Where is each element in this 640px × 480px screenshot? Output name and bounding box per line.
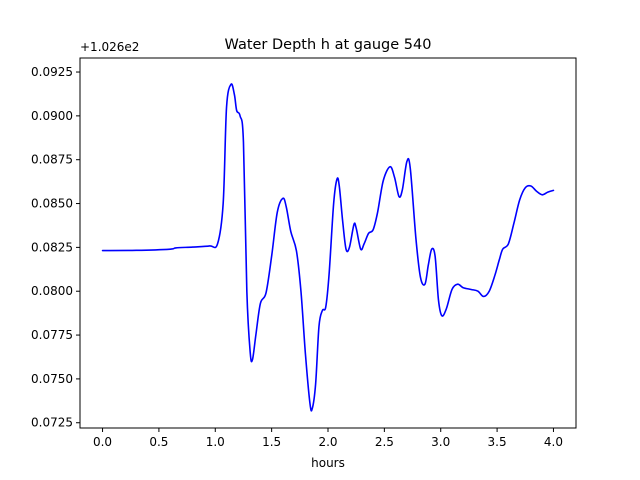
- y-tick-label: 0.0775: [31, 328, 73, 342]
- x-tick-label: 0.0: [93, 435, 112, 449]
- x-tick-label: 1.0: [206, 435, 225, 449]
- y-tick-label: 0.0800: [31, 284, 73, 298]
- y-tick-label: 0.0875: [31, 153, 73, 167]
- x-tick-label: 3.5: [488, 435, 507, 449]
- x-axis-label: hours: [311, 456, 345, 470]
- y-tick-label: 0.0725: [31, 416, 73, 430]
- x-axis: 0.0 0.5 1.0 1.5 2.0 2.5 3.0 3.5 4.0: [93, 428, 563, 449]
- x-tick-label: 2.0: [318, 435, 337, 449]
- x-tick-label: 3.0: [431, 435, 450, 449]
- y-tick-label: 0.0750: [31, 372, 73, 386]
- y-axis: 0.0725 0.0750 0.0775 0.0800 0.0825 0.0850 0.08…: [31, 65, 80, 430]
- x-tick-label: 4.0: [544, 435, 563, 449]
- x-tick-label: 0.5: [149, 435, 168, 449]
- y-tick-label: 0.0825: [31, 240, 73, 254]
- chart-title: Water Depth h at gauge 540: [225, 37, 432, 53]
- y-tick-label: 0.0900: [31, 109, 73, 123]
- x-tick-label: 1.5: [262, 435, 281, 449]
- series-line: [101, 83, 555, 412]
- x-tick-label: 2.5: [375, 435, 394, 449]
- y-tick-label: 0.0850: [31, 197, 73, 211]
- y-tick-label: 0.0925: [31, 65, 73, 79]
- y-axis-offset-label: +1.026e2: [80, 40, 139, 54]
